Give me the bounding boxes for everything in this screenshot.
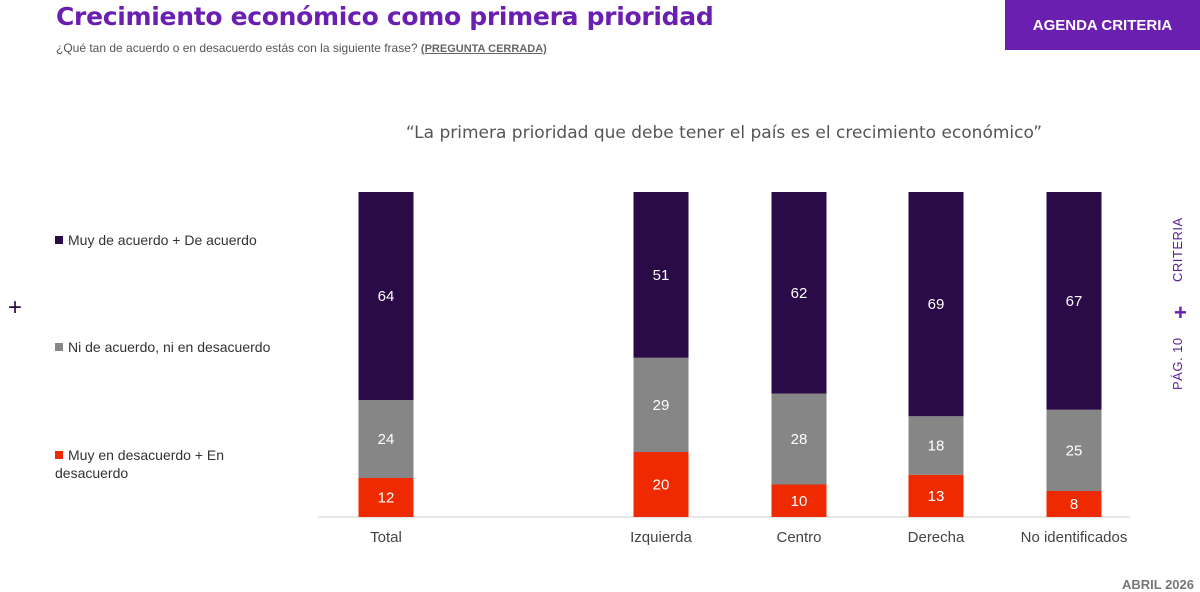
data-label-agree: 67 xyxy=(1066,293,1083,310)
data-label-disagree: 8 xyxy=(1070,496,1078,513)
data-label-disagree: 12 xyxy=(378,490,395,507)
bar-segment-agree xyxy=(358,192,414,400)
legend-label-disagree: Muy en desacuerdo + En desacuerdo xyxy=(55,447,225,481)
data-label-disagree: 13 xyxy=(928,488,945,505)
page-title: Crecimiento económico como primera prior… xyxy=(56,2,714,31)
plus-decoration-icon: + xyxy=(8,294,23,321)
legend-label-agree: Muy de acuerdo + De acuerdo xyxy=(68,232,257,248)
legend-swatch-disagree xyxy=(55,451,63,459)
bar-segment-disagree xyxy=(1046,491,1102,517)
data-label-disagree: 20 xyxy=(653,477,670,494)
x-tick-label: Total xyxy=(370,529,402,546)
data-label-agree: 62 xyxy=(791,285,808,302)
legend-item-agree: Muy de acuerdo + De acuerdo xyxy=(55,231,280,249)
bar-segment-agree xyxy=(1046,192,1102,410)
data-label-neutral: 24 xyxy=(378,431,395,448)
footer-date: ABRIL 2026 xyxy=(1121,577,1194,592)
bar-segment-neutral xyxy=(633,357,689,452)
bar-segment-agree xyxy=(908,192,964,417)
x-tick-label: Izquierda xyxy=(630,529,692,546)
bar-segment-neutral xyxy=(1046,409,1102,491)
side-plus-icon: + xyxy=(1174,300,1187,325)
question-text: ¿Qué tan de acuerdo o en desacuerdo está… xyxy=(56,41,418,55)
legend-swatch-agree xyxy=(55,236,63,244)
legend-swatch-neutral xyxy=(55,343,63,351)
bar-segment-neutral xyxy=(771,393,827,485)
bar-segment-neutral xyxy=(908,416,964,475)
data-label-disagree: 10 xyxy=(791,493,808,510)
data-label-agree: 64 xyxy=(378,288,395,305)
bar-segment-agree xyxy=(771,192,827,394)
legend-item-disagree: Muy en desacuerdo + En desacuerdo xyxy=(55,446,280,482)
data-label-agree: 69 xyxy=(928,296,945,313)
legend-label-neutral: Ni de acuerdo, ni en desacuerdo xyxy=(68,339,271,355)
side-branding: CRITERIA + PÁG. 10 xyxy=(1140,217,1200,390)
x-tick-label: No identificados xyxy=(1021,529,1128,546)
question-type-tag: (PREGUNTA CERRADA) xyxy=(420,43,547,55)
bar-segment-disagree xyxy=(358,478,414,517)
bar-segment-disagree xyxy=(771,484,827,517)
agenda-badge: AGENDA CRITERIA xyxy=(1005,0,1200,50)
data-label-neutral: 18 xyxy=(928,438,945,455)
chart-title: “La primera prioridad que debe tener el … xyxy=(405,123,1043,143)
data-label-neutral: 25 xyxy=(1066,442,1083,459)
bar-segment-disagree xyxy=(908,474,964,517)
data-label-neutral: 28 xyxy=(791,431,808,448)
x-tick-label: Derecha xyxy=(908,529,965,546)
bar-segment-neutral xyxy=(358,400,414,478)
bar-segment-disagree xyxy=(633,452,689,517)
bar-segment-agree xyxy=(633,192,689,358)
data-label-agree: 51 xyxy=(653,267,670,284)
x-tick-label: Centro xyxy=(776,529,821,546)
question-subtitle: ¿Qué tan de acuerdo o en desacuerdo está… xyxy=(56,41,547,55)
legend-item-neutral: Ni de acuerdo, ni en desacuerdo xyxy=(55,338,280,356)
data-label-neutral: 29 xyxy=(653,397,670,414)
